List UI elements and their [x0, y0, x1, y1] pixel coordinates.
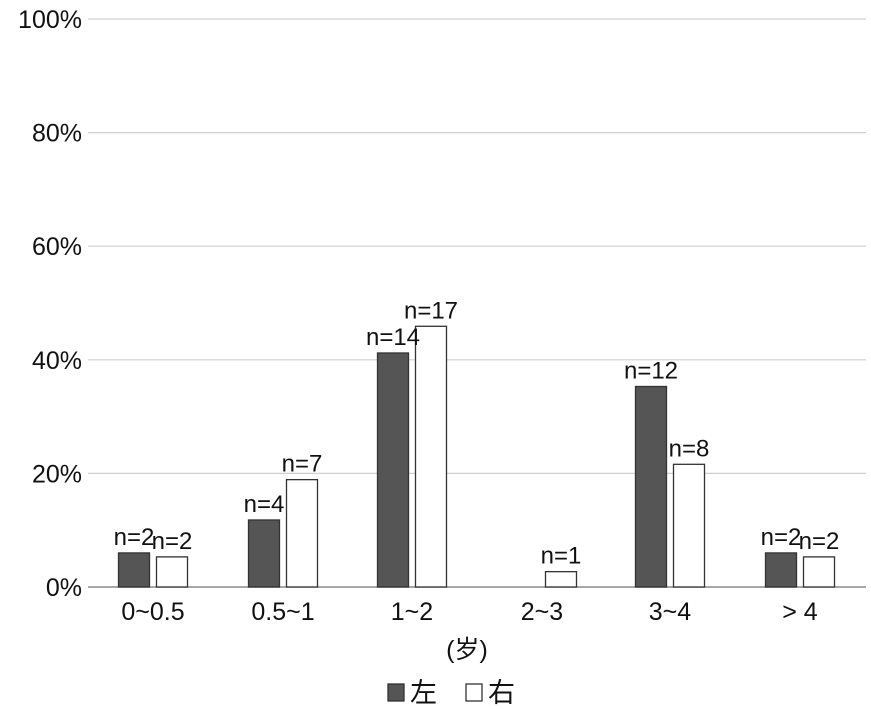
x-tick-label: 0.5~1 — [251, 598, 314, 626]
bar-left — [117, 552, 151, 588]
data-label: n=2 — [152, 528, 193, 555]
bar-right — [544, 571, 578, 588]
legend: 左右 — [387, 678, 515, 708]
x-tick-label: > 4 — [782, 598, 818, 626]
bar-left — [247, 519, 281, 588]
legend-label: 右 — [488, 678, 515, 708]
bar-right — [802, 556, 836, 588]
legend-swatch-right — [465, 683, 483, 702]
legend-swatch-left — [387, 683, 405, 702]
data-label: n=14 — [366, 324, 420, 351]
bar-right — [414, 325, 448, 588]
legend-label: 左 — [410, 678, 437, 708]
bars — [117, 325, 836, 588]
data-label: n=2 — [114, 524, 155, 551]
y-axis-ticks: 0% 20% 40% 60% 80% 100% — [18, 6, 82, 602]
x-tick-label: 1~2 — [391, 598, 433, 626]
gridlines — [88, 18, 866, 588]
x-axis-title: (岁) — [446, 636, 488, 664]
x-axis-ticks: 0~0.5 0.5~1 1~2 2~3 3~4 > 4 — [121, 598, 817, 626]
data-label: n=17 — [404, 297, 458, 324]
x-tick-label: 3~4 — [649, 598, 692, 626]
y-tick-label: 40% — [32, 347, 82, 375]
bar-right — [672, 463, 706, 588]
data-labels: n=2n=2n=4n=7n=14n=17n=1n=12n=8n=2n=2 — [114, 297, 840, 569]
x-tick-label: 2~3 — [521, 598, 563, 626]
bar-left — [376, 352, 410, 588]
data-label: n=2 — [761, 524, 802, 551]
data-label: n=1 — [541, 543, 582, 570]
bar-right — [155, 556, 189, 588]
bar-left — [634, 385, 668, 588]
y-tick-label: 20% — [32, 460, 82, 488]
y-tick-label: 100% — [18, 6, 82, 34]
bar-left — [764, 552, 798, 588]
data-label: n=2 — [799, 528, 840, 555]
data-label: n=7 — [282, 451, 323, 478]
bar-right — [285, 478, 319, 588]
y-tick-label: 60% — [32, 233, 82, 261]
data-label: n=8 — [669, 435, 710, 462]
y-tick-label: 0% — [46, 574, 82, 602]
x-tick-label: 0~0.5 — [121, 598, 184, 626]
y-tick-label: 80% — [32, 120, 82, 148]
data-label: n=4 — [244, 491, 285, 518]
data-label: n=12 — [624, 357, 678, 384]
